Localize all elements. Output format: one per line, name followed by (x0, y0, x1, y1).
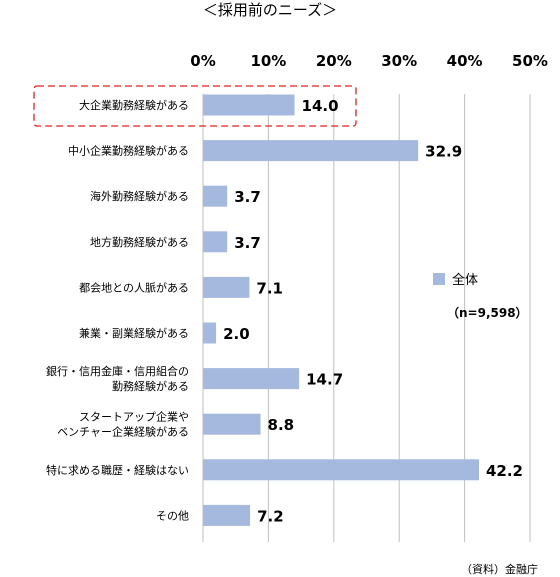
category-label: 地方勤務経験がある (90, 235, 189, 249)
data-label: 32.9 (425, 143, 462, 161)
category-label: 特に求める職歴・経験はない (46, 463, 189, 477)
x-tick-label: 50% (512, 52, 548, 70)
bars (203, 94, 479, 526)
highlight-box (33, 85, 357, 127)
data-label: 7.2 (257, 507, 284, 525)
bar (203, 504, 251, 526)
category-label: 海外勤務経験がある (90, 189, 189, 203)
data-label: 8.8 (268, 416, 295, 434)
data-label: 14.7 (306, 371, 343, 389)
bar (203, 459, 479, 481)
legend-swatch (433, 273, 445, 285)
x-axis-ticks: 0% 10% 20% 30% 40% 50% (190, 52, 548, 70)
x-tick-label: 30% (381, 52, 417, 70)
bar (203, 276, 250, 298)
category-label: スタートアップ企業や (79, 410, 189, 424)
legend-label: 全体 (452, 272, 478, 288)
category-labels: 大企業勤務経験がある中小企業勤務経験がある海外勤務経験がある地方勤務経験がある都… (46, 98, 189, 522)
data-label: 7.1 (256, 279, 283, 297)
bar (203, 413, 261, 435)
category-label: ベンチャー企業経験がある (57, 425, 189, 439)
bar (203, 322, 217, 344)
bar (203, 94, 295, 116)
bar (203, 231, 228, 253)
source-note: （資料）金融庁 (461, 562, 538, 576)
category-label: 大企業勤務経験がある (79, 98, 189, 112)
sample-size-note: （n=9,598） (447, 305, 528, 320)
category-label: 兼業・副業経験がある (79, 326, 189, 340)
category-label: 中小企業勤務経験がある (68, 144, 189, 158)
x-tick-label: 10% (250, 52, 286, 70)
category-label: 銀行・信用金庫・信用組合の (46, 364, 189, 378)
bar (203, 140, 419, 162)
bar (203, 368, 300, 390)
x-tick-label: 20% (316, 52, 352, 70)
chart-title: ＜採用前のニーズ＞ (203, 1, 337, 19)
x-tick-label: 40% (447, 52, 483, 70)
data-label: 42.2 (486, 462, 523, 480)
category-label: 都会地との人脈がある (79, 280, 189, 294)
data-labels: 14.0 32.9 3.7 3.7 7.1 2.0 14.7 8.8 42.2 7.2 (223, 97, 523, 525)
x-tick-label: 0% (190, 52, 215, 70)
data-label: 3.7 (234, 188, 261, 206)
data-label: 14.0 (302, 97, 339, 115)
category-label: 勤務経験がある (112, 379, 189, 393)
data-label: 2.0 (223, 325, 250, 343)
category-label: その他 (156, 509, 189, 522)
data-label: 3.7 (234, 234, 261, 252)
bar (203, 185, 228, 207)
legend: 全体 (433, 272, 478, 288)
